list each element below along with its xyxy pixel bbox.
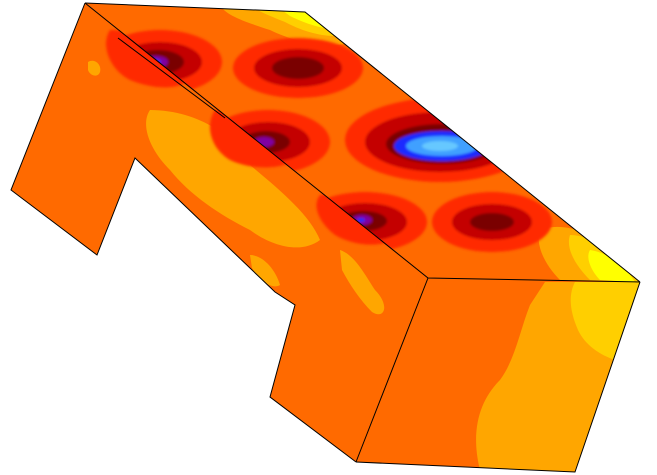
front-yellow-mid [250,255,280,287]
edge-right-bottom [355,281,641,473]
right-face [356,278,640,472]
edge-top-back [84,2,641,283]
top-yellow-corner-inner [282,10,325,28]
edges [10,2,641,473]
right-gold-region [570,282,640,360]
edge-vertical-corner [355,277,429,463]
cold-spot [345,98,535,182]
hot-spot-2 [233,38,363,98]
edge-front-profile [10,2,357,463]
front-face-base [11,3,428,462]
top-gold-corner [220,5,345,46]
front-yellow-band [146,110,320,248]
top-bright-right-end [588,250,635,282]
edge-step-inner [117,37,226,119]
front-yellow-spot [88,60,101,76]
front-yellow-lower [340,250,385,315]
hot-spot-5 [432,192,552,252]
top-yellow-corner [255,8,335,36]
